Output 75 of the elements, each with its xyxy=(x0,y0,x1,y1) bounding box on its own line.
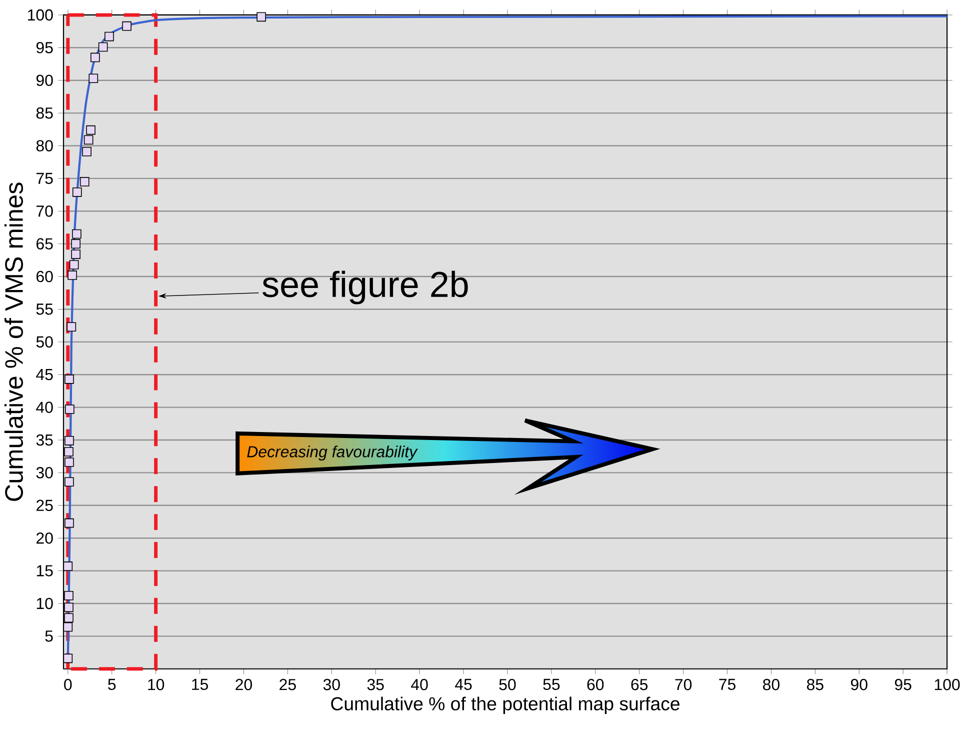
y-tick-label: 70 xyxy=(36,206,53,217)
point xyxy=(84,135,94,145)
point xyxy=(69,260,79,270)
x-tick-label: 60 xyxy=(587,679,604,690)
y-tick-label: 85 xyxy=(36,108,53,119)
x-tick-label: 30 xyxy=(323,679,340,690)
point xyxy=(64,591,74,600)
point xyxy=(256,12,266,22)
y-tick-label: 75 xyxy=(36,172,53,184)
x-tick-label: 55 xyxy=(543,679,560,690)
y-tick-label: 10 xyxy=(36,598,53,610)
point xyxy=(90,52,100,62)
point xyxy=(72,188,82,197)
y-tick-label: 40 xyxy=(36,402,53,414)
annotation: see figure 2b xyxy=(262,270,468,304)
x-tick-label: 70 xyxy=(675,679,692,690)
point xyxy=(88,74,98,84)
y-tick-label: 45 xyxy=(36,369,53,380)
point xyxy=(65,404,74,414)
y-tick-label: 60 xyxy=(36,270,53,282)
x-tick-label: 35 xyxy=(367,679,384,690)
x-tick-label: 20 xyxy=(236,679,252,690)
x-tick-label: 25 xyxy=(280,679,296,690)
point xyxy=(64,447,74,457)
point xyxy=(64,374,74,384)
point xyxy=(64,613,74,623)
point xyxy=(104,32,114,42)
x-tick-label: 10 xyxy=(148,679,164,690)
x-tick-label: 65 xyxy=(631,679,648,690)
y-tick-label: 30 xyxy=(36,467,53,478)
x-tick-label: 45 xyxy=(455,679,472,690)
point xyxy=(71,250,80,260)
point xyxy=(63,622,73,632)
y-tick-label: 55 xyxy=(36,304,53,315)
point xyxy=(98,42,108,52)
point xyxy=(68,270,77,280)
x-tick-label: 95 xyxy=(894,679,912,690)
x-tick-label: 40 xyxy=(411,679,428,690)
point xyxy=(64,518,74,528)
y-axis-title: Cumulative % of VMS mines xyxy=(4,182,24,501)
x-tick-label: 90 xyxy=(850,679,868,690)
y-tick-label: 65 xyxy=(36,238,53,250)
point xyxy=(72,229,82,239)
point xyxy=(64,436,74,446)
y-tick-label: 20 xyxy=(36,532,53,544)
y-tick-label: 15 xyxy=(36,565,53,576)
x-tick-label: 50 xyxy=(499,679,516,690)
point xyxy=(64,477,74,487)
point xyxy=(82,147,92,156)
x-tick-label: 80 xyxy=(763,679,780,690)
point xyxy=(122,22,132,31)
point xyxy=(64,602,74,612)
x-tick-label: 15 xyxy=(192,679,208,690)
y-tick-label: 90 xyxy=(36,74,53,86)
x-tick-label: 100 xyxy=(934,679,960,690)
point xyxy=(63,562,73,571)
point xyxy=(64,458,74,468)
x-tick-label: 0 xyxy=(64,679,72,690)
y-tick-label: 35 xyxy=(36,434,53,446)
point xyxy=(71,239,80,249)
x-axis-title: Cumulative % of the potential map surface xyxy=(331,696,680,714)
x-tick-label: 85 xyxy=(806,679,824,690)
y-tick-label: 80 xyxy=(36,140,53,152)
point xyxy=(63,654,73,664)
x-tick-label: 5 xyxy=(108,679,116,690)
y-tick-label: 95 xyxy=(36,42,53,54)
point xyxy=(86,126,96,135)
point xyxy=(66,322,76,332)
y-tick-label: 5 xyxy=(45,630,53,642)
y-tick-label: 100 xyxy=(28,9,53,21)
x-tick-label: 75 xyxy=(719,679,736,690)
point xyxy=(80,177,90,186)
annotation: Decreasing favourability xyxy=(247,446,418,461)
y-tick-label: 50 xyxy=(36,336,53,348)
y-tick-label: 25 xyxy=(36,500,53,512)
